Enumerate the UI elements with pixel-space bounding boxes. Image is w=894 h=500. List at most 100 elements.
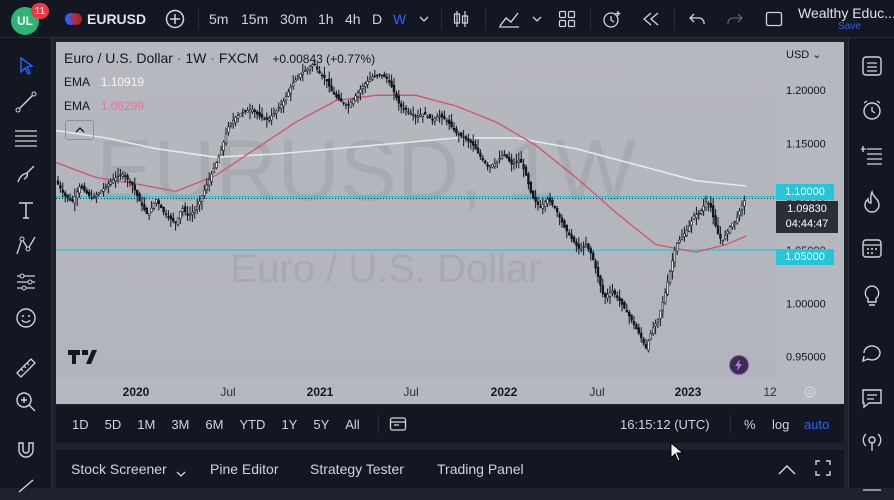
candle-body [733,220,737,223]
interval-d[interactable]: D [372,11,383,27]
candle [635,322,638,330]
watchlist-icon[interactable] [858,52,886,80]
magnet-icon[interactable] [12,436,40,464]
chart-settings-gear-icon[interactable] [802,384,818,405]
interval-1h[interactable]: 1h [318,11,334,27]
range-1y[interactable]: 1Y [281,416,298,432]
broadcast-icon[interactable] [858,428,886,456]
indicators-chevron-down-icon[interactable] [530,0,544,38]
price-tick-label: 1.20000 [786,85,826,97]
emoji-smile-icon[interactable] [12,304,40,332]
text-tool-icon[interactable] [12,196,40,224]
data-window-icon[interactable] [858,142,886,170]
tab-trading-panel[interactable]: Trading Panel [437,461,524,477]
currency-selector[interactable]: USD ⌄ [786,49,822,61]
goto-date-icon[interactable] [389,416,407,432]
ruler-icon[interactable] [12,354,40,382]
candle [229,122,232,129]
interval-30m[interactable]: 30m [280,11,308,27]
log-scale-toggle[interactable]: log [772,416,790,432]
save-button[interactable]: Save [838,21,861,32]
candle-body [620,298,624,305]
collapse-legend-button[interactable] [65,120,94,140]
candle-body [241,111,244,114]
fib-lines-icon[interactable] [12,124,40,152]
interval-dropdown-chevron-icon[interactable] [417,0,431,38]
pattern-tool-icon[interactable] [12,232,40,260]
indicators-icon[interactable] [497,0,521,38]
maximize-panel-icon[interactable] [815,460,831,479]
chart-pane[interactable]: EURUSD, 1W Euro / U.S. Dollar 1.20000 1.1… [56,42,844,404]
alarm-clock-icon[interactable] [858,96,886,124]
candle-body [719,233,722,239]
hotlist-flame-icon[interactable] [858,188,886,216]
fullscreen-square-icon[interactable] [763,0,785,38]
candle [356,90,360,104]
candle-body [354,95,357,102]
tab-strategy-tester[interactable]: Strategy Tester [310,461,404,477]
candle [97,191,101,197]
candle [136,189,139,203]
candle-body [659,310,662,319]
range-all[interactable]: All [345,416,360,432]
interval-15m[interactable]: 15m [241,11,269,27]
range-1d[interactable]: 1D [72,416,89,432]
collapse-panel-chevron-up-icon[interactable] [778,462,796,478]
candle [591,250,595,261]
ema-1-row[interactable]: EMA 1.10919 [64,75,144,89]
candle [275,109,278,120]
candle [690,216,693,234]
candle [531,189,535,200]
prediction-tool-icon[interactable] [12,268,40,296]
stock-screener-chevron-down-icon[interactable] [176,464,186,480]
candle [731,222,734,230]
redo-icon[interactable] [724,0,746,38]
time-axis[interactable] [56,378,776,404]
interval-5m[interactable]: 5m [209,11,229,27]
layout-grid-icon[interactable] [556,0,578,38]
replay-rewind-icon[interactable] [640,0,662,38]
candle-body [435,116,439,121]
candle [627,309,631,325]
candle [390,74,393,88]
range-3m[interactable]: 3M [171,416,190,432]
calendar-icon[interactable] [858,234,886,262]
lock-drawings-icon[interactable] [12,472,40,500]
interval-w[interactable]: W [393,11,407,27]
brush-icon[interactable] [12,160,40,188]
account-name[interactable]: Wealthy Educ... [798,5,894,21]
utc-clock[interactable]: 16:15:12 (UTC) [620,416,710,432]
interval-4h[interactable]: 4h [345,11,361,27]
tab-pine-editor[interactable]: Pine Editor [210,461,279,477]
trend-line-icon[interactable] [12,88,40,116]
range-ytd[interactable]: YTD [239,416,266,432]
zoom-in-icon[interactable] [12,388,40,416]
add-symbol-button[interactable] [163,0,187,38]
divider [198,8,199,30]
alert-clock-icon[interactable] [600,0,624,38]
undo-icon[interactable] [686,0,708,38]
lightning-event-icon[interactable] [729,355,749,375]
candle [68,193,72,202]
legend-symbol-name[interactable]: Euro / U.S. Dollar [64,50,173,66]
help-icon[interactable] [858,470,886,498]
symbol-search-button[interactable]: EURUSD [87,11,147,27]
ideas-lightbulb-icon[interactable] [858,282,886,310]
chat-streams-icon[interactable] [858,338,886,366]
range-5d[interactable]: 5D [104,416,122,432]
price-chart[interactable]: EURUSD, 1W Euro / U.S. Dollar 1.20000 1.1… [56,42,844,404]
tab-stock-screener[interactable]: Stock Screener [71,461,167,477]
candle [719,226,722,245]
candle [603,291,607,305]
range-5y[interactable]: 5Y [313,416,330,432]
candles-icon[interactable] [450,0,472,38]
ema-2-row[interactable]: EMA 1.06299 [64,99,144,113]
percent-scale-toggle[interactable]: % [744,416,756,432]
candle-body [205,184,208,190]
cursor-arrow-icon[interactable] [12,52,40,80]
range-1m[interactable]: 1M [137,416,156,432]
chats-message-icon[interactable] [858,384,886,412]
auto-scale-toggle[interactable]: auto [804,416,830,432]
candle [301,63,304,82]
range-6m[interactable]: 6M [205,416,224,432]
